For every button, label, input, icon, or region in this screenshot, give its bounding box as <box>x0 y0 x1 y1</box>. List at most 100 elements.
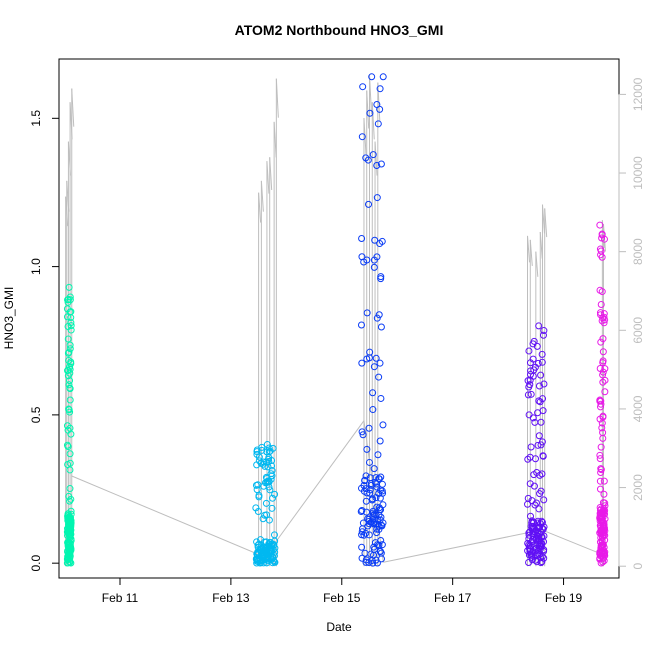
data-point-3-137 <box>529 528 537 536</box>
data-point-3-148 <box>539 407 547 415</box>
data-point-3-21 <box>524 391 532 399</box>
x-axis-label: Date <box>326 620 352 634</box>
data-point-3-101 <box>538 438 546 446</box>
data-point-4-100 <box>599 413 607 421</box>
altitude-cap-3-1 <box>529 239 533 267</box>
altitude-cap-1-1 <box>260 180 264 212</box>
data-point-4-115 <box>597 465 605 473</box>
data-point-2-117 <box>369 509 377 517</box>
x-axis: Feb 11 Feb 13 Feb 15 Feb 17 Feb 19 <box>102 578 583 605</box>
data-point-1-136 <box>261 556 269 564</box>
data-point-1-113 <box>255 493 263 501</box>
data-point-4-123 <box>596 455 604 463</box>
altitude-transit-2 <box>274 420 365 543</box>
data-point-0-113 <box>66 365 74 373</box>
data-point-0-32 <box>67 314 75 322</box>
data-point-4-146 <box>597 544 605 552</box>
data-point-4-54 <box>598 317 606 325</box>
data-point-3-22 <box>526 512 534 520</box>
data-point-3-14 <box>537 418 545 426</box>
altitude-transit-6 <box>543 530 603 555</box>
data-point-1-117 <box>252 481 260 489</box>
data-point-3-143 <box>534 519 542 527</box>
y-tick-label-2: 1.0 <box>29 258 43 275</box>
y-axis-right: 0 2000 4000 6000 8000 10000 12000 <box>618 77 645 570</box>
data-point-4-26 <box>597 301 605 309</box>
data-point-1-84 <box>252 504 260 512</box>
data-point-1-129 <box>265 483 273 491</box>
data-point-2-58 <box>373 161 381 169</box>
data-point-2-128 <box>373 529 381 537</box>
data-point-3-131 <box>525 347 533 355</box>
data-point-2-90 <box>366 348 374 356</box>
data-point-2-15 <box>358 133 366 141</box>
data-point-3-129 <box>539 452 547 460</box>
data-point-1-149 <box>263 441 271 449</box>
data-point-0-115 <box>66 497 74 505</box>
y2-tick-label-4: 8000 <box>631 238 645 265</box>
data-point-3-51 <box>526 480 534 488</box>
data-point-0-112 <box>66 408 74 416</box>
data-point-2-7 <box>362 529 370 537</box>
data-point-4-144 <box>599 499 607 507</box>
data-point-3-141 <box>538 525 546 533</box>
data-point-4-149 <box>596 221 604 229</box>
y-axis-label: HNO3_GMI <box>2 287 16 350</box>
data-point-1-142 <box>254 557 262 565</box>
data-point-2-121 <box>376 516 384 524</box>
data-point-2-148 <box>367 481 375 489</box>
data-point-4-51 <box>601 388 609 396</box>
data-point-3-139 <box>531 552 539 560</box>
data-point-4-90 <box>597 403 605 411</box>
data-point-3-119 <box>540 523 548 531</box>
data-point-4-128 <box>596 485 604 493</box>
data-point-3-146 <box>524 547 532 555</box>
data-point-2-3 <box>362 558 370 566</box>
data-point-1-31 <box>271 490 279 498</box>
data-point-2-24 <box>378 237 386 245</box>
data-point-1-112 <box>271 537 279 545</box>
data-point-4-11 <box>598 424 606 432</box>
data-point-1-3 <box>265 444 273 452</box>
x-tick-label-2: Feb 15 <box>323 591 361 605</box>
data-point-1-70 <box>266 486 274 494</box>
data-point-0-103 <box>66 466 74 474</box>
data-point-3-142 <box>536 543 544 551</box>
data-point-1-91 <box>263 511 271 519</box>
data-point-2-140 <box>358 359 366 367</box>
data-point-2-139 <box>375 541 383 549</box>
x-tick-label-3: Feb 17 <box>434 591 472 605</box>
data-point-1-140 <box>259 460 267 468</box>
data-point-1-147 <box>253 486 261 494</box>
data-point-1-102 <box>269 494 277 502</box>
data-point-0-145 <box>64 510 72 518</box>
data-point-2-43 <box>378 541 386 549</box>
altitude-transit-3 <box>363 420 384 563</box>
data-point-3-88 <box>529 414 537 422</box>
data-point-2-107 <box>370 510 378 518</box>
data-point-1-103 <box>253 450 261 458</box>
data-point-2-54 <box>374 120 382 128</box>
data-point-0-45 <box>63 422 71 430</box>
data-point-2-70 <box>376 437 384 445</box>
data-point-2-127 <box>362 472 370 480</box>
data-point-0-128 <box>65 558 73 566</box>
data-point-3-78 <box>531 418 539 426</box>
y2-tick-label-1: 2000 <box>631 474 645 501</box>
y-tick-label-1: 0.5 <box>29 406 43 423</box>
data-point-2-123 <box>363 309 371 317</box>
altitude-cap-1-4 <box>273 121 277 158</box>
data-point-3-57 <box>537 559 545 567</box>
data-point-1-146 <box>266 447 274 455</box>
data-point-2-110 <box>370 551 378 559</box>
data-point-2-81 <box>372 354 380 362</box>
data-point-2-40 <box>358 543 366 551</box>
data-point-2-104 <box>374 451 382 459</box>
data-point-1-141 <box>259 515 267 523</box>
data-point-0-148 <box>66 517 74 525</box>
y2-tick-label-3: 6000 <box>631 317 645 344</box>
data-point-0-123 <box>64 322 72 330</box>
data-point-0-85 <box>66 345 74 353</box>
data-point-0-149 <box>65 283 73 291</box>
data-point-0-134 <box>66 293 74 301</box>
